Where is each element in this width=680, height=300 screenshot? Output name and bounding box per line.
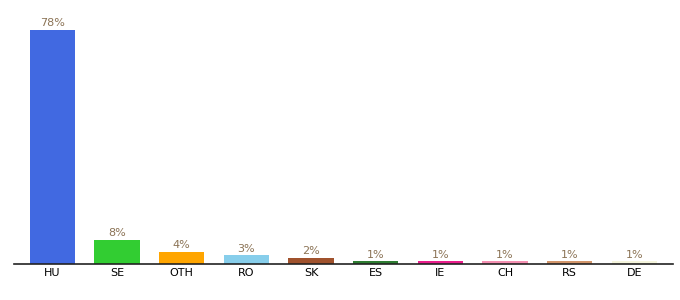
Bar — [95, 240, 139, 264]
Text: 2%: 2% — [302, 247, 320, 256]
Bar — [482, 261, 528, 264]
Bar — [288, 258, 334, 264]
Bar — [547, 261, 592, 264]
Text: 1%: 1% — [561, 250, 579, 260]
Bar — [612, 261, 657, 264]
Text: 8%: 8% — [108, 229, 126, 238]
Text: 3%: 3% — [237, 244, 255, 254]
Text: 1%: 1% — [432, 250, 449, 260]
Bar — [30, 30, 75, 264]
Text: 1%: 1% — [626, 250, 643, 260]
Text: 1%: 1% — [496, 250, 514, 260]
Bar — [159, 252, 205, 264]
Text: 4%: 4% — [173, 241, 190, 250]
Bar — [353, 261, 398, 264]
Text: 78%: 78% — [40, 19, 65, 28]
Text: 1%: 1% — [367, 250, 385, 260]
Bar — [224, 255, 269, 264]
Bar — [418, 261, 463, 264]
